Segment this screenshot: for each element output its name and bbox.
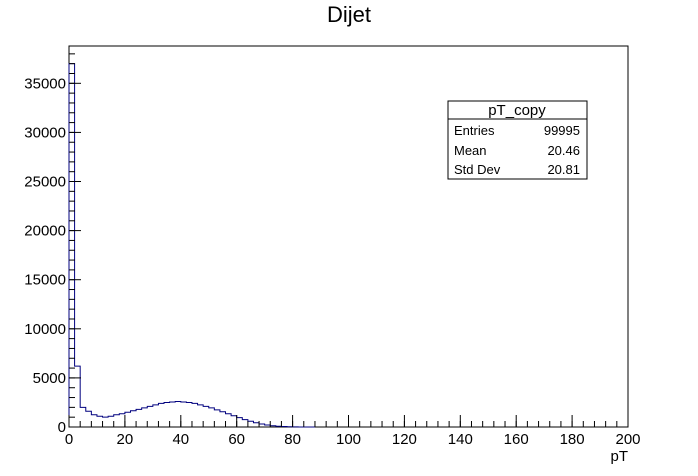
x-tick-label: 80 [284, 431, 301, 448]
stats-stddev-value: 20.81 [547, 162, 580, 177]
histogram-bin [108, 416, 114, 427]
histogram-bin [170, 402, 176, 427]
histogram-bin [147, 406, 153, 427]
histogram-bin [114, 415, 120, 427]
x-axis-label: pT [610, 448, 628, 465]
histogram-bin [192, 403, 198, 427]
x-tick-label: 0 [65, 431, 73, 448]
histogram-bin [175, 401, 181, 427]
histogram-layer [68, 63, 316, 428]
histogram-bin [97, 416, 103, 427]
stats-stddev-label: Std Dev [454, 162, 501, 177]
histogram-bin [75, 366, 81, 427]
x-tick-label: 40 [172, 431, 189, 448]
histogram-bin [164, 402, 170, 427]
histogram-bin [153, 405, 159, 427]
x-tick-label: 140 [448, 431, 473, 448]
stats-mean-label: Mean [454, 143, 487, 158]
y-tick-label: 25000 [24, 174, 66, 191]
histogram-bin [214, 410, 220, 427]
y-tick-label: 10000 [24, 321, 66, 338]
histogram-bin [198, 405, 204, 427]
histogram-bin [220, 412, 226, 427]
histogram-bin [248, 421, 254, 427]
x-tick-label: 200 [615, 431, 640, 448]
histogram-bin [226, 414, 232, 427]
y-tick-label: 0 [58, 419, 66, 436]
x-tick-label: 20 [117, 431, 134, 448]
histogram-bin [231, 416, 237, 427]
x-tick-label: 120 [392, 431, 417, 448]
stats-box-title: pT_copy [488, 102, 546, 119]
histogram-bin [86, 411, 92, 427]
y-tick-label: 20000 [24, 223, 66, 240]
histogram-bin [209, 408, 215, 427]
histogram-bin [103, 417, 109, 427]
histogram-bin [237, 418, 243, 427]
histogram-bin [203, 406, 209, 427]
x-tick-label: 160 [504, 431, 529, 448]
x-tick-label: 180 [560, 431, 585, 448]
histogram-bin [130, 411, 136, 427]
stats-mean-value: 20.46 [547, 143, 580, 158]
x-tick-label: 60 [228, 431, 245, 448]
histogram-bin [142, 408, 148, 427]
histogram-bin [253, 423, 259, 427]
stats-box: pT_copy Entries 99995 Mean 20.46 Std Dev… [447, 100, 588, 180]
histogram-bin [136, 409, 142, 427]
histogram-bin [69, 64, 75, 427]
stats-box-frame [447, 100, 588, 180]
stats-entries-label: Entries [454, 123, 495, 138]
histogram-bin [242, 420, 248, 427]
histogram-bin [80, 407, 86, 427]
y-tick-label: 5000 [33, 370, 66, 387]
histogram-bin [158, 403, 164, 427]
histogram-bin [181, 402, 187, 427]
histogram-bin [125, 412, 131, 427]
x-tick-label: 100 [336, 431, 361, 448]
axis-layer: 0 20 40 60 80 100 120 140 160 180 200 0 5000 10000 150… [24, 53, 641, 448]
histogram-outline [68, 63, 316, 428]
y-tick-label: 15000 [24, 272, 66, 289]
histogram-bin [119, 414, 125, 427]
histogram-bin [186, 402, 192, 427]
y-tick-label: 35000 [24, 75, 66, 92]
stats-entries-value: 99995 [544, 123, 580, 138]
chart-title: Dijet [327, 2, 371, 27]
y-tick-label: 30000 [24, 124, 66, 141]
histogram-bin [91, 415, 97, 427]
